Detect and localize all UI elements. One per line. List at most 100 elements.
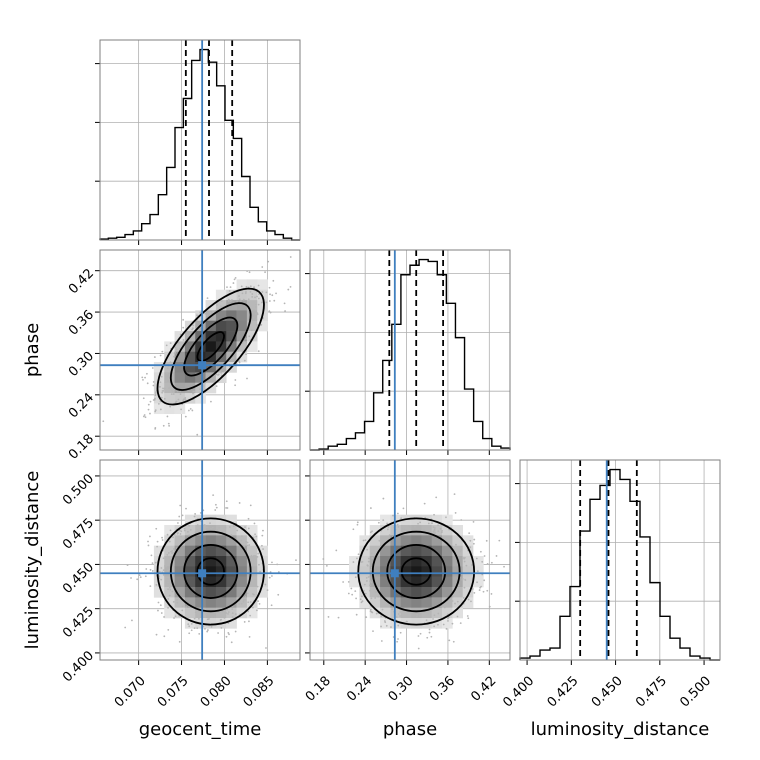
sample-point: [448, 528, 451, 531]
sample-point: [196, 524, 199, 526]
sample-point: [157, 609, 159, 612]
sample-point: [166, 415, 169, 418]
tick-label-y: 0.475: [60, 516, 97, 553]
sample-point: [257, 350, 260, 353]
sample-point: [155, 583, 158, 586]
sample-point: [231, 608, 234, 611]
sample-point: [144, 376, 146, 379]
sample-point: [262, 529, 264, 532]
sample-point: [256, 585, 259, 588]
density-cell: [236, 525, 248, 536]
sample-point: [185, 606, 187, 608]
sample-point: [481, 560, 484, 563]
truth-marker: [198, 569, 207, 578]
sample-point: [196, 528, 199, 531]
sample-point: [189, 528, 192, 531]
sample-point: [482, 590, 485, 593]
sample-point: [151, 570, 154, 572]
sample-point: [209, 313, 212, 316]
density-cell: [205, 545, 217, 557]
density-cell: [452, 535, 464, 546]
x-axis-label-geocent_time: geocent_time: [139, 719, 262, 740]
density-cell: [349, 566, 360, 577]
density-cell: [215, 341, 227, 353]
sample-point: [248, 271, 251, 274]
sample-point: [165, 565, 168, 568]
hist-panel-frame: [99, 39, 301, 241]
sample-point: [268, 300, 271, 302]
sample-point: [209, 522, 211, 525]
sample-point: [199, 388, 201, 391]
sample-point: [234, 276, 237, 279]
sample-point: [194, 611, 197, 614]
sample-point: [188, 534, 190, 537]
sample-point: [169, 588, 172, 591]
sample-point: [169, 405, 172, 408]
density-cell: [174, 351, 186, 363]
sample-point: [441, 530, 443, 532]
sample-point: [192, 392, 194, 395]
sample-point: [437, 612, 440, 615]
density-cell: [236, 566, 248, 577]
density-cell: [452, 566, 464, 577]
sample-point: [374, 597, 377, 599]
sample-point: [255, 535, 258, 538]
density-cell: [174, 556, 186, 567]
sample-point: [160, 375, 163, 378]
density-cell: [421, 545, 433, 557]
sample-point: [362, 539, 365, 542]
density-cell: [174, 341, 186, 353]
density-cell: [257, 279, 268, 291]
density-cell: [442, 556, 453, 567]
density-cell: [452, 525, 464, 536]
density-cell: [431, 618, 443, 629]
sample-point: [392, 514, 394, 517]
sample-point: [173, 355, 176, 358]
sample-point: [249, 614, 252, 617]
density-cell: [411, 566, 422, 577]
sample-point: [216, 529, 219, 531]
sample-point: [182, 318, 185, 321]
sample-point: [370, 581, 373, 584]
sample-point: [242, 600, 245, 603]
sample-point: [458, 584, 460, 587]
density-cell: [411, 514, 422, 526]
sample-point: [369, 507, 372, 509]
sample-point: [417, 635, 420, 637]
sample-point: [462, 597, 465, 599]
density-cell: [164, 607, 175, 619]
density-cell: [431, 576, 443, 588]
sample-point: [149, 400, 152, 403]
density-cell: [174, 535, 186, 546]
density-cell: [473, 556, 484, 567]
sample-point: [211, 616, 213, 619]
density-cell: [236, 576, 248, 588]
density-cell: [257, 587, 268, 598]
sample-point: [435, 496, 438, 499]
sample-point: [368, 584, 371, 587]
sample-point: [442, 623, 445, 626]
sample-point: [209, 311, 212, 314]
sample-point: [460, 519, 463, 521]
sample-point: [162, 557, 165, 560]
sample-point: [161, 350, 164, 353]
density-cell: [184, 576, 196, 588]
density-cell: [226, 618, 237, 629]
sample-point: [275, 292, 277, 295]
sample-point: [361, 595, 363, 598]
sample-point: [223, 616, 226, 619]
density-cell: [421, 597, 433, 608]
density-cell: [226, 576, 237, 588]
sample-point: [445, 516, 447, 519]
sample-point: [361, 560, 364, 563]
density-cell: [174, 597, 186, 608]
density-cell: [174, 587, 186, 598]
sample-point: [251, 606, 254, 609]
sample-point: [144, 575, 147, 578]
density-cell: [246, 300, 258, 311]
sample-point: [191, 409, 194, 412]
sample-point: [355, 613, 358, 616]
sample-point: [187, 623, 190, 626]
density-cell: [236, 289, 248, 301]
sample-point: [456, 600, 459, 603]
